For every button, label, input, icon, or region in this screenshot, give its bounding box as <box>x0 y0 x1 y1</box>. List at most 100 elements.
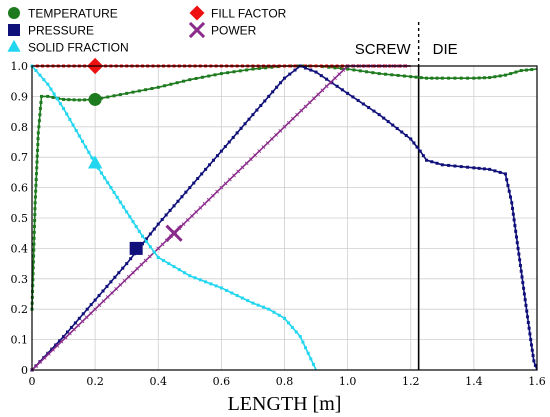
power-point <box>190 214 194 218</box>
solid-fraction-point <box>177 268 181 272</box>
temperature-marker <box>88 92 102 106</box>
solid-fraction-point <box>286 321 290 325</box>
pressure-point <box>529 338 533 342</box>
pressure-point <box>73 321 77 325</box>
solid-fraction-points <box>30 64 315 366</box>
solid-fraction-point <box>109 186 113 190</box>
solid-fraction-point <box>68 118 72 122</box>
power-point <box>282 124 287 129</box>
pressure-point <box>235 131 239 135</box>
power-point <box>55 343 60 348</box>
power-point <box>328 80 333 85</box>
power-point <box>34 364 39 368</box>
power-point <box>105 295 110 299</box>
pressure-point <box>459 165 463 169</box>
pressure-point <box>223 145 227 149</box>
pressure-point <box>526 315 530 319</box>
power-point <box>147 254 152 259</box>
temperature-point <box>245 68 249 72</box>
power-point <box>76 323 81 328</box>
solid-fraction-point <box>112 190 116 194</box>
pressure-marker <box>129 241 143 255</box>
power-point <box>122 278 127 283</box>
power-point <box>89 311 93 316</box>
pressure-points <box>30 64 537 372</box>
solid-fraction-point <box>62 107 66 111</box>
y-tick-label: 0.9 <box>11 90 29 103</box>
solid-fraction-point <box>140 234 144 238</box>
temperature-point <box>482 76 486 80</box>
temperature-point <box>466 76 470 80</box>
pressure-point <box>69 325 73 329</box>
pressure-point <box>335 84 339 88</box>
pressure-point <box>386 120 390 124</box>
pressure-point <box>503 172 507 176</box>
power-point <box>38 360 43 364</box>
power-point <box>240 165 245 170</box>
temperature-point <box>447 76 451 80</box>
pressure-point <box>391 123 395 127</box>
power-point <box>93 307 98 312</box>
legend-fill-factor-label: FILL FACTOR <box>211 7 287 21</box>
pressure-point <box>382 116 386 120</box>
solid-fraction-point <box>71 123 75 127</box>
pressure-point <box>97 294 101 298</box>
temperature-point <box>238 69 242 73</box>
pressure-point <box>524 303 528 307</box>
power-point <box>110 291 114 295</box>
solid-fraction-point <box>301 340 305 344</box>
temperature-point <box>333 66 337 70</box>
power-point <box>236 169 241 174</box>
solid-fraction-point <box>46 82 50 86</box>
temperature-point <box>524 68 528 72</box>
legend-fill-factor-symbol <box>189 5 205 21</box>
temperature-point <box>34 189 38 193</box>
solid-fraction-point <box>311 362 315 366</box>
temperature-point <box>346 67 350 71</box>
solid-fraction-point <box>162 259 166 263</box>
pressure-point <box>510 201 514 205</box>
pressure-point <box>340 88 344 92</box>
pressure-point <box>267 94 271 98</box>
solid-fraction-point <box>283 316 286 320</box>
pressure-point <box>255 108 259 112</box>
pressure-point <box>400 130 404 134</box>
pressure-point <box>304 66 308 70</box>
solid-fraction-point <box>55 97 59 101</box>
pressure-point <box>192 181 196 185</box>
temperature-point <box>31 266 35 270</box>
pressure-point <box>288 72 292 76</box>
power-point <box>227 177 232 182</box>
temperature-point <box>459 76 463 80</box>
pressure-point <box>453 164 457 168</box>
legend-temperature-symbol <box>8 7 20 19</box>
temperature-point <box>493 75 497 79</box>
pressure-point <box>314 70 318 74</box>
pressure-point <box>188 186 192 190</box>
power-point <box>312 96 316 101</box>
x-tick-label: 0 <box>29 375 36 388</box>
pressure-point <box>184 190 188 194</box>
pressure-point <box>351 95 355 99</box>
solid-fraction-point <box>65 112 69 116</box>
pressure-point <box>523 298 527 302</box>
power-point <box>80 319 85 324</box>
temperature-point <box>514 70 518 74</box>
pressure-point <box>472 166 476 170</box>
y-tick-label: 0.6 <box>11 182 29 195</box>
temperature-point <box>67 98 71 102</box>
power-point <box>211 193 215 198</box>
pressure-point <box>409 137 413 141</box>
temperature-point <box>509 72 513 76</box>
power-point <box>156 246 161 251</box>
solid-fraction-point <box>267 307 271 311</box>
pressure-point <box>506 183 510 187</box>
temperature-point <box>106 95 110 99</box>
pressure-point <box>239 126 243 130</box>
power-point <box>139 262 144 267</box>
pressure-point <box>219 149 223 153</box>
pressure-point <box>488 167 492 171</box>
solid-fraction-point <box>58 102 62 106</box>
power-point <box>257 149 262 154</box>
y-tick-label: 0.1 <box>11 334 29 347</box>
